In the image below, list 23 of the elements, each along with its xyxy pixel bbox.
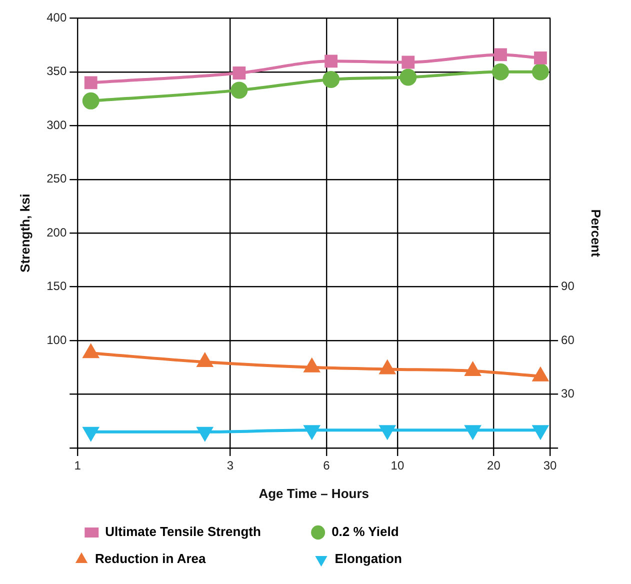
x-tick-label: 6 <box>323 458 330 473</box>
y-tick-label: 400 <box>46 10 67 25</box>
x-tick-label: 20 <box>487 458 501 473</box>
y2-tick-label: 90 <box>561 279 575 294</box>
y2-axis-title: Percent <box>588 209 604 258</box>
legend-label: 0.2 % Yield <box>332 524 536 540</box>
y-tick-label: 350 <box>46 64 67 78</box>
y-tick-label: 250 <box>46 172 67 186</box>
y-tick-label: 300 <box>46 118 67 132</box>
y-tick-label: 200 <box>46 225 67 240</box>
legend-label: Reduction in Area <box>95 551 300 566</box>
y2-tick-label: 30 <box>561 386 575 401</box>
legend-label: Elongation <box>334 551 546 566</box>
y-axis-title: Strength, ksi <box>17 194 32 272</box>
x-axis-title: Age Time – Hours <box>258 486 369 501</box>
y2-tick-label: 60 <box>561 332 575 347</box>
x-tick-label: 1 <box>74 458 82 473</box>
y-tick-label: 100 <box>46 332 67 347</box>
y-tick-label: 150 <box>46 279 67 294</box>
x-tick-label: 30 <box>543 458 558 473</box>
x-tick-label: 3 <box>226 458 234 473</box>
legend-label: Ultimate Tensile Strength <box>105 524 298 540</box>
x-tick-label: 10 <box>390 458 404 473</box>
